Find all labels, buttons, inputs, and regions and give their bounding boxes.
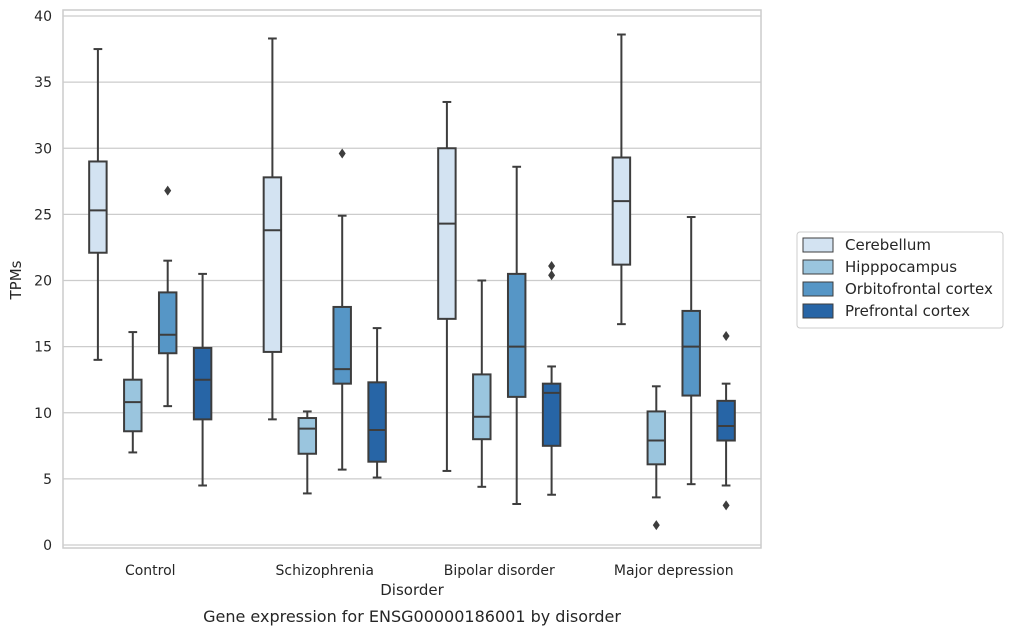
iqr-box	[472, 373, 492, 441]
y-tick-label: 20	[34, 274, 52, 290]
iqr-box	[367, 381, 387, 463]
y-axis-label: TPMs	[7, 260, 25, 300]
legend-label: Prefrontal cortex	[845, 302, 970, 320]
iqr-box	[646, 410, 667, 466]
iqr-box	[332, 305, 352, 385]
iqr-box	[297, 417, 318, 455]
iqr-box	[157, 291, 178, 355]
y-tick-label: 5	[43, 472, 52, 488]
plot-frame	[62, 9, 762, 549]
plot-background	[63, 10, 761, 548]
figure-caption: Gene expression for ENSG00000186001 by d…	[203, 607, 621, 626]
iqr-box	[123, 378, 143, 433]
y-tick-label: 40	[34, 9, 52, 25]
outlier-point	[164, 185, 172, 196]
box-hipppocampus	[297, 410, 318, 495]
legend-frame	[796, 231, 1004, 329]
x-tick-label: Major depression	[614, 563, 734, 579]
box-prefrontal-cortex	[192, 272, 213, 487]
box-hipppocampus	[472, 279, 492, 488]
y-tick-label: 30	[34, 141, 52, 157]
x-tick-label: Control	[125, 563, 176, 579]
box-orbitofrontal-cortex	[681, 216, 701, 486]
box-cerebellum	[437, 100, 457, 472]
box-prefrontal-cortex	[541, 260, 562, 496]
x-axis-label: Disorder	[380, 581, 444, 599]
legend-swatch	[802, 281, 834, 297]
box-prefrontal-cortex	[367, 327, 387, 479]
iqr-box	[192, 346, 213, 421]
iqr-box	[681, 309, 701, 397]
y-tick-label: 15	[34, 340, 52, 356]
box-cerebellum	[611, 33, 632, 326]
box-hipppocampus	[646, 385, 667, 531]
outlier-point	[338, 148, 346, 159]
x-tick-label: Schizophrenia	[276, 563, 374, 579]
legend-label: Cerebellum	[845, 236, 931, 254]
y-tick-label: 25	[34, 207, 52, 223]
iqr-box	[262, 176, 283, 353]
iqr-box	[437, 147, 457, 320]
y-tick-label: 35	[34, 75, 52, 91]
box-orbitofrontal-cortex	[157, 185, 178, 408]
y-tick-label: 10	[34, 406, 52, 422]
outlier-point	[548, 270, 556, 281]
outlier-point	[652, 520, 660, 531]
iqr-box	[611, 156, 632, 266]
box-cerebellum	[262, 37, 283, 421]
box-orbitofrontal-cortex	[506, 165, 527, 506]
legend-swatch	[802, 237, 834, 253]
legend: Cerebellum Hipppocampus Orbitofrontal cort…	[796, 231, 1004, 329]
box-cerebellum	[88, 48, 108, 361]
box-groups	[88, 33, 736, 531]
outlier-point	[722, 331, 730, 342]
iqr-box	[716, 399, 736, 442]
legend-swatch	[802, 259, 834, 275]
outlier-point	[548, 260, 556, 271]
legend-swatch	[802, 303, 834, 319]
outlier-point	[722, 500, 730, 511]
y-tick-labels: 0 5 10 15 20 25 30 35 40	[34, 9, 52, 554]
iqr-box	[88, 160, 108, 254]
gridlines	[63, 15, 761, 546]
box-orbitofrontal-cortex	[332, 148, 352, 471]
box-hipppocampus	[123, 331, 143, 454]
iqr-box	[541, 382, 562, 447]
box-prefrontal-cortex	[716, 331, 736, 511]
iqr-box	[506, 272, 527, 398]
x-tick-label: Bipolar disorder	[444, 563, 555, 579]
legend-label: Hipppocampus	[845, 258, 957, 276]
legend-label: Orbitofrontal cortex	[845, 280, 993, 298]
y-tick-label: 0	[43, 538, 52, 554]
x-tick-labels: Control Schizophrenia Bipolar disorder Majo…	[125, 563, 734, 579]
